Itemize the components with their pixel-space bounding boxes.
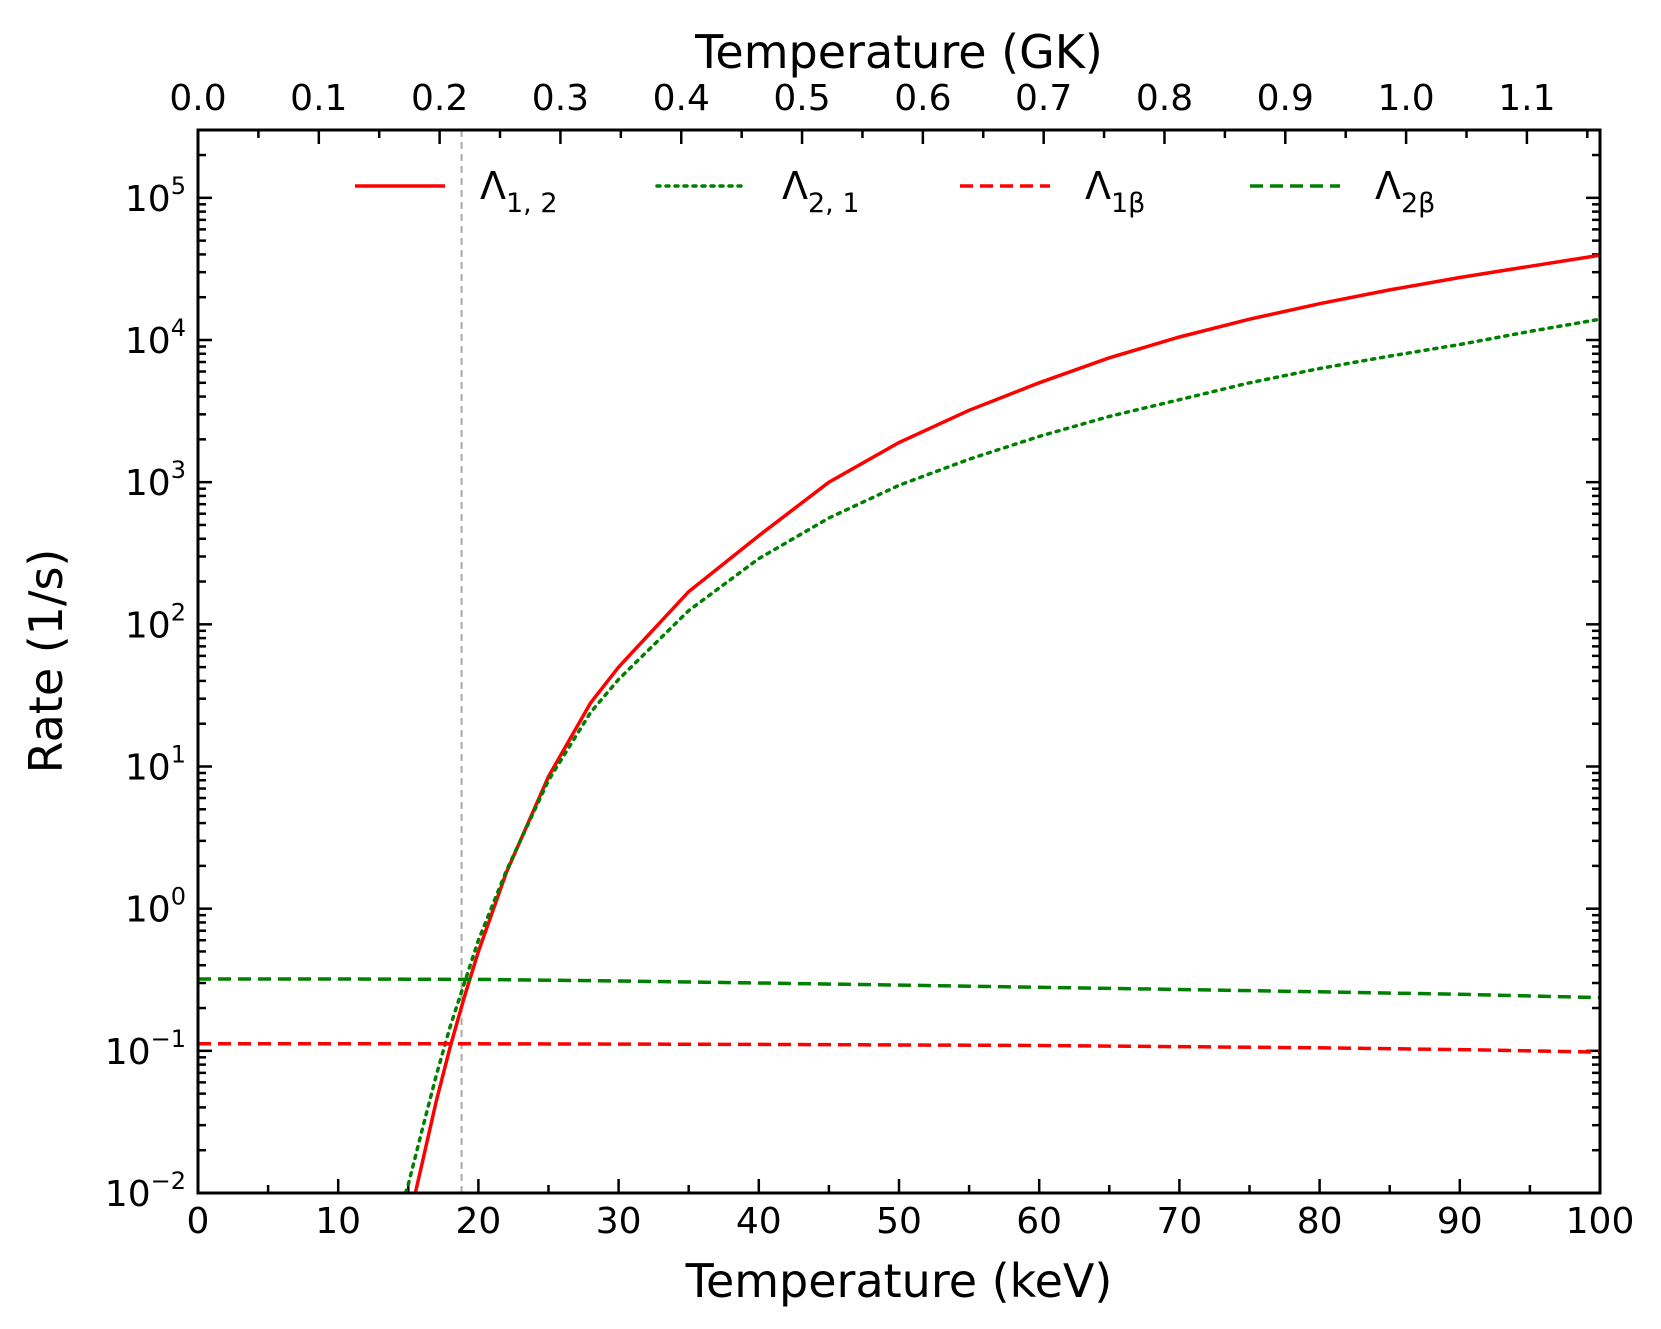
top-tick-label: 0.5 [773, 78, 830, 119]
y-tick-label: 103 [125, 456, 186, 504]
legend: Λ1, 2 Λ2, 1 Λ1β Λ2β [355, 164, 1435, 219]
x-tick-label: 100 [1566, 1201, 1635, 1242]
plot-frame [196, 128, 1602, 1195]
top-tick-label: 1.0 [1377, 78, 1434, 119]
top-tick-label: 0.2 [411, 78, 468, 119]
y-tick-label: 105 [125, 172, 186, 220]
top-x-axis-title: Temperature (GK) [694, 25, 1103, 79]
legend-label: Λ2β [1375, 164, 1435, 219]
x-tick-label: 80 [1297, 1201, 1343, 1242]
y-tick-label: 100 [125, 883, 186, 931]
plot-layer [198, 130, 1600, 1193]
y-tick-label: 104 [125, 314, 186, 362]
x-tick-label: 20 [455, 1201, 501, 1242]
y-tick-label: 10−1 [105, 1025, 186, 1073]
x-tick-label: 30 [596, 1201, 642, 1242]
y-tick-label: 101 [125, 740, 186, 788]
top-tick-label: 0.3 [532, 78, 589, 119]
top-tick-label: 0.8 [1136, 78, 1193, 119]
top-tick-label: 0.7 [1015, 78, 1072, 119]
legend-label: Λ1β [1085, 164, 1145, 219]
y-axis-title: Rate (1/s) [19, 549, 73, 774]
series-lambda-1-2 [413, 253, 1600, 1193]
top-tick-label: 0.0 [169, 78, 226, 119]
series-lambda-2beta [198, 977, 1600, 1000]
x-tick-label: 0 [187, 1201, 210, 1242]
x-tick-label: 90 [1437, 1201, 1483, 1242]
labels-layer: 0 10 20 30 40 50 60 70 80 90 100 0.0 0.1 0.2 0.3 0.4 0.5… [105, 78, 1635, 1242]
top-tick-label: 0.6 [894, 78, 951, 119]
x-tick-label: 70 [1156, 1201, 1202, 1242]
top-tick-label: 0.1 [290, 78, 347, 119]
x-tick-label: 40 [736, 1201, 782, 1242]
x-tick-label: 10 [315, 1201, 361, 1242]
top-tick-label: 0.9 [1257, 78, 1314, 119]
x-tick-label: 50 [876, 1201, 922, 1242]
legend-label: Λ1, 2 [480, 164, 558, 219]
top-tick-label: 1.1 [1498, 78, 1555, 119]
y-tick-label: 102 [125, 598, 186, 646]
x-axis-title: Temperature (keV) [685, 1254, 1113, 1308]
x-tick-label: 60 [1016, 1201, 1062, 1242]
series-lambda-2-1 [403, 317, 1600, 1193]
series-lambda-1beta [198, 1042, 1600, 1054]
top-tick-label: 0.4 [653, 78, 710, 119]
legend-label: Λ2, 1 [782, 164, 860, 219]
y-tick-label: 10−2 [105, 1167, 186, 1215]
